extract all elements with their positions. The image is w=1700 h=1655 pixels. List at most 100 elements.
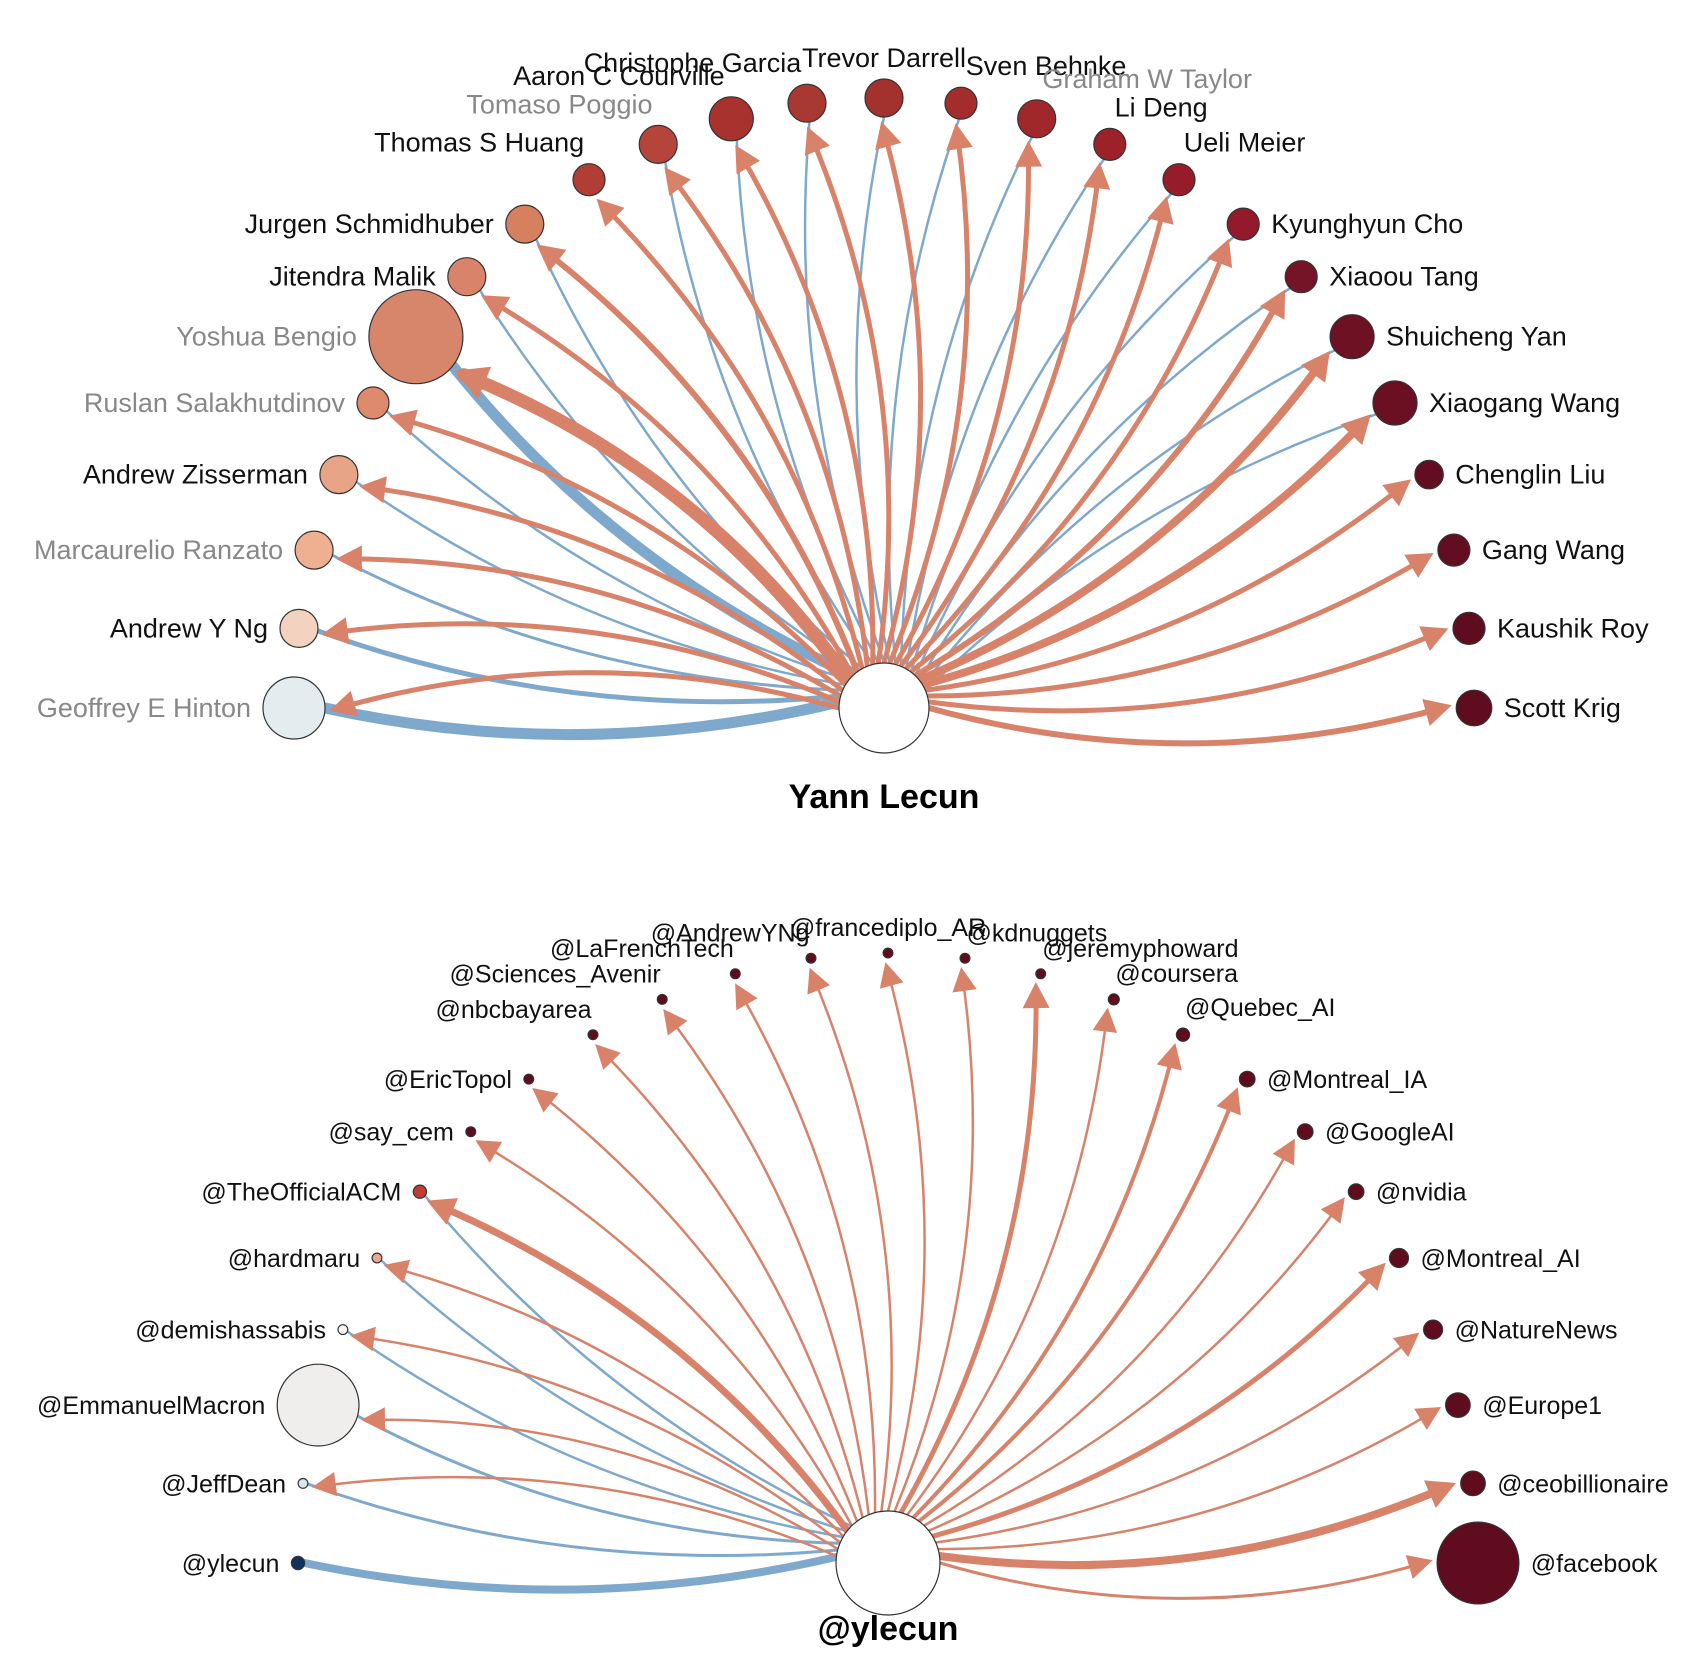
edge-arrowhead [1092, 1007, 1118, 1033]
edge-arrowhead [1340, 414, 1371, 446]
network-node [805, 952, 817, 964]
outgoing-edge [924, 555, 1428, 699]
outgoing-edge [918, 417, 1368, 689]
edge-arrowhead [735, 145, 760, 175]
node-label: @demishassabis [135, 1317, 326, 1345]
edge-arrowhead [321, 617, 350, 645]
node-label: Andrew Y Ng [110, 613, 268, 643]
network-node [882, 947, 894, 959]
node-label: @GoogleAI [1325, 1119, 1455, 1147]
edge-arrowhead [1156, 1043, 1182, 1071]
network-node [505, 204, 545, 244]
edge-arrowhead [1404, 553, 1434, 578]
incoming-edge [356, 1414, 841, 1545]
node-label: Yoshua Bengio [176, 322, 357, 352]
node-label: Xiaogang Wang [1429, 388, 1620, 418]
network-node [1452, 611, 1486, 646]
outgoing-edge [936, 1410, 1434, 1551]
outgoing-edge [359, 1335, 842, 1544]
outgoing-edge [396, 415, 848, 688]
incoming-edge [385, 409, 850, 682]
node-label: Geoffrey E Hinton [37, 693, 251, 723]
edge-arrowhead [663, 1009, 688, 1036]
network-node [447, 257, 487, 297]
edge-arrowhead [475, 1140, 503, 1163]
network-node [1107, 993, 1120, 1006]
node-label: Gang Wang [1482, 535, 1625, 565]
outgoing-edge [892, 148, 1032, 667]
edge-arrowhead [536, 244, 567, 272]
network-node [1444, 1392, 1471, 1418]
scholar-outgoing-edges [321, 121, 1452, 747]
edge-arrowhead [1260, 289, 1286, 320]
incoming-edge [319, 696, 845, 741]
outgoing-edge [482, 1144, 854, 1527]
node-label: @JeffDean [161, 1470, 286, 1498]
edge-arrowhead [1392, 1332, 1420, 1358]
network-node [412, 1184, 428, 1199]
outgoing-edge [392, 1266, 845, 1538]
outgoing-edge [912, 295, 1284, 679]
incoming-edge [918, 286, 1292, 682]
scholar-nodes: Geoffrey E Hinton Andrew Y Ng Marcaurelio … [34, 43, 1649, 740]
edge-arrowhead [329, 690, 359, 717]
network-node [1455, 689, 1493, 727]
network-node [465, 1126, 477, 1138]
node-label: Ueli Meier [1184, 128, 1306, 158]
incoming-edge [330, 553, 844, 692]
incoming-edge [803, 120, 886, 664]
twitter-nodes: @ylecun @JeffDean @EmmanuelMacron @demishas… [37, 914, 1669, 1605]
node-label: @AndrewYNg [651, 919, 810, 947]
network-node [371, 1252, 383, 1264]
network-node [1093, 127, 1127, 161]
outgoing-edge [922, 1146, 1292, 1527]
edge-arrowhead [1015, 140, 1043, 167]
edge-arrowhead [389, 409, 418, 436]
outgoing-edge [538, 1092, 859, 1523]
network-node [319, 455, 359, 495]
network-node [959, 952, 971, 964]
edge-arrowhead [1405, 1555, 1433, 1579]
network-node [572, 163, 606, 197]
outgoing-edge [366, 485, 846, 693]
network-node [356, 386, 390, 420]
network-node [297, 1477, 309, 1489]
edge-arrowhead [1422, 699, 1452, 726]
node-label: @ceobillionaire [1497, 1470, 1668, 1498]
network-node [1414, 459, 1444, 490]
outgoing-edge [922, 483, 1406, 693]
outgoing-edge [541, 247, 861, 675]
node-label: Andrew Zisserman [83, 460, 308, 490]
edge-arrowhead [875, 121, 902, 150]
node-label: Tomaso Poggio [466, 89, 652, 119]
node-label: @nbcbayarea [435, 996, 591, 1024]
incoming-edge [346, 1330, 844, 1539]
incoming-edge [905, 158, 1106, 670]
network-node [290, 1555, 306, 1571]
edge-arrowhead [335, 545, 362, 573]
outgoing-edge [600, 1049, 864, 1519]
node-label: @ylecun [182, 1550, 280, 1578]
twitter-incoming-edges [300, 1194, 853, 1594]
node-label: Jurgen Schmidhuber [245, 209, 494, 239]
incoming-edge [447, 360, 858, 681]
outgoing-edge [336, 670, 842, 711]
node-label: @hardmaru [228, 1245, 360, 1273]
outgoing-edge [938, 1561, 1425, 1600]
outgoing-edge [934, 1337, 1413, 1544]
incoming-edge [899, 135, 1034, 668]
network-node [1436, 1521, 1520, 1605]
network-node [279, 608, 319, 649]
twitter-outgoing-edges [311, 962, 1456, 1600]
outgoing-edge [457, 368, 856, 687]
node-label: @jeremyphoward [1042, 935, 1238, 963]
network-node [1437, 533, 1471, 567]
outgoing-edge [812, 975, 893, 1513]
outgoing-edge [320, 1475, 838, 1558]
node-label: @nvidia [1376, 1179, 1467, 1207]
node-label: @kdnuggets [967, 919, 1108, 947]
edge-arrowhead [1419, 626, 1449, 652]
outgoing-edge [927, 1203, 1341, 1532]
node-label: Chenglin Liu [1455, 460, 1605, 490]
outgoing-edge [329, 621, 842, 705]
